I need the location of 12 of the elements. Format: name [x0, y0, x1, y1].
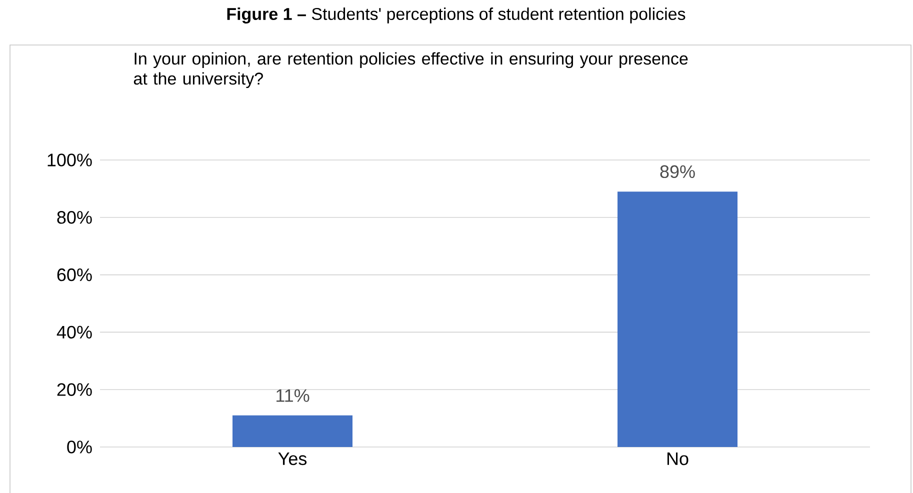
y-tick-label: 100% — [48, 154, 92, 166]
x-tick-label: Yes — [278, 452, 307, 466]
data-label: 11% — [276, 389, 310, 402]
y-tick-label: 20% — [57, 383, 92, 396]
data-label: 89% — [660, 165, 695, 178]
y-tick-label: 60% — [57, 268, 92, 282]
x-tick-label: No — [667, 452, 688, 466]
y-tick-label: 80% — [57, 211, 92, 224]
chart-subtitle: In your opinion, are retention policies effective in ensuring your presence at the university? — [134, 52, 688, 88]
y-tick-label: 0% — [67, 440, 92, 454]
y-tick-label: 40% — [56, 326, 92, 339]
chart-title: Figure 1 – Students' perceptions of student retention policies — [227, 8, 686, 24]
